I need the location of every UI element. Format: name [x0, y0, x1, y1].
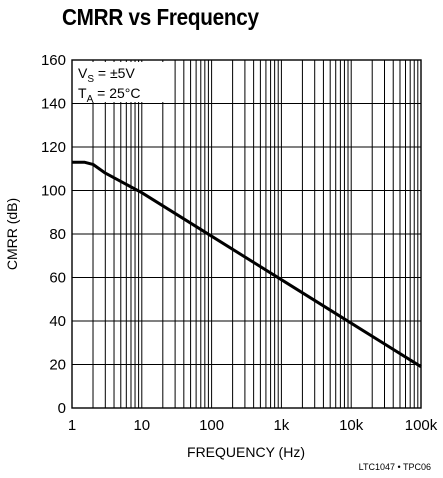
y-tick-label: 100: [41, 183, 66, 200]
y-tick-label: 80: [49, 226, 66, 243]
plot-frame: [71, 59, 422, 409]
conditions-background: [74, 62, 166, 102]
x-tick-label: 100k: [405, 417, 438, 434]
y-tick-label: 0: [58, 400, 66, 417]
cmrr-series-line: [72, 160, 422, 368]
y-tick-label: 120: [41, 139, 66, 156]
chart-title: CMRR vs Frequency: [62, 4, 259, 30]
x-tick-label: 10: [133, 417, 150, 434]
y-tick-label: 40: [49, 313, 66, 330]
grid: [72, 60, 421, 408]
y-tick-label: 160: [41, 52, 66, 69]
y-tick-label: 140: [41, 96, 66, 113]
y-tick-label: 20: [49, 357, 66, 374]
x-tick-label: 1k: [273, 417, 289, 434]
x-axis-label: FREQUENCY (Hz): [187, 444, 305, 460]
figure-footnote: LTC1047 • TPC06: [358, 462, 431, 472]
tick-labels: 1 10 100 1k 10k 100k 0 20 40 60 80 100 120 140 160: [41, 52, 438, 434]
supply-condition: VS = ±5V: [78, 65, 135, 85]
y-axis-label: CMRR (dB): [4, 198, 20, 270]
x-tick-label: 1: [68, 417, 76, 434]
x-tick-label: 100: [199, 417, 224, 434]
y-tick-label: 60: [49, 270, 66, 287]
x-tick-label: 10k: [339, 417, 364, 434]
temperature-condition: TA = 25°C: [78, 85, 140, 105]
